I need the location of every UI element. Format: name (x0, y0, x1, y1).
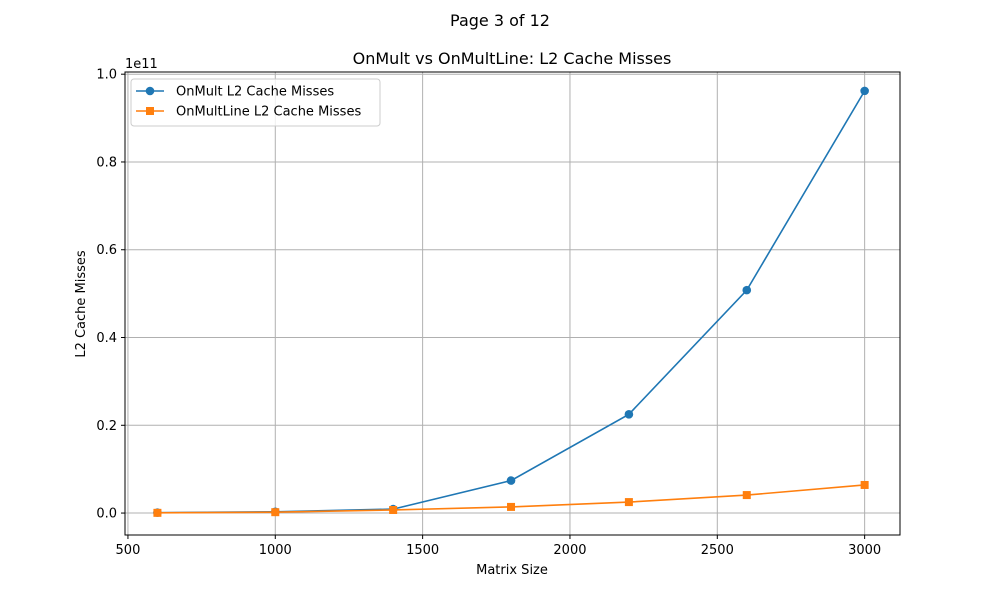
legend: OnMult L2 Cache Misses OnMultLine L2 Cach… (130, 78, 381, 127)
y-tick-label: 0.0 (96, 507, 117, 522)
data-point (742, 285, 752, 295)
legend-label: OnMult L2 Cache Misses (176, 85, 334, 100)
data-point (153, 508, 162, 517)
data-point (507, 502, 516, 511)
data-point (742, 491, 751, 500)
legend-marker (146, 107, 154, 115)
legend-box (130, 78, 381, 127)
y-axis: 0.0 0.2 0.4 0.6 0.8 1.0 (96, 68, 125, 522)
data-point (860, 480, 869, 489)
y-tick-label: 0.8 (96, 155, 117, 170)
x-tick-label: 2000 (553, 543, 586, 558)
y-tick-label: 0.6 (96, 243, 117, 258)
y-tick-label: 0.2 (96, 419, 117, 434)
series-line (157, 90, 866, 514)
grid (125, 72, 900, 535)
data-point (271, 508, 280, 517)
series-layer (153, 86, 869, 517)
data-point (624, 410, 634, 419)
x-tick-label: 2500 (701, 543, 734, 558)
data-point (860, 86, 869, 96)
y-tick-label: 0.4 (96, 331, 117, 346)
x-axis: 500 1000 1500 2000 2500 3000 (116, 535, 881, 558)
legend-marker (145, 86, 155, 96)
y-offset-label: 1e11 (125, 57, 158, 72)
data-point (506, 476, 516, 485)
chart-title: OnMult vs OnMultLine: L2 Cache Misses (353, 49, 672, 68)
data-point (624, 498, 633, 507)
series-1 (153, 86, 869, 517)
y-axis-label: L2 Cache Misses (74, 250, 89, 358)
x-tick-label: 500 (116, 543, 141, 558)
series-2 (153, 480, 869, 517)
x-tick-label: 1000 (259, 543, 292, 558)
page-label: Page 3 of 12 (450, 11, 550, 30)
x-axis-label: Matrix Size (476, 563, 548, 578)
x-tick-label: 3000 (848, 543, 881, 558)
plot-frame (124, 71, 901, 536)
data-point (389, 505, 398, 514)
y-tick-label: 1.0 (96, 68, 117, 83)
x-tick-label: 1500 (406, 543, 439, 558)
legend-label: OnMultLine L2 Cache Misses (176, 105, 361, 120)
